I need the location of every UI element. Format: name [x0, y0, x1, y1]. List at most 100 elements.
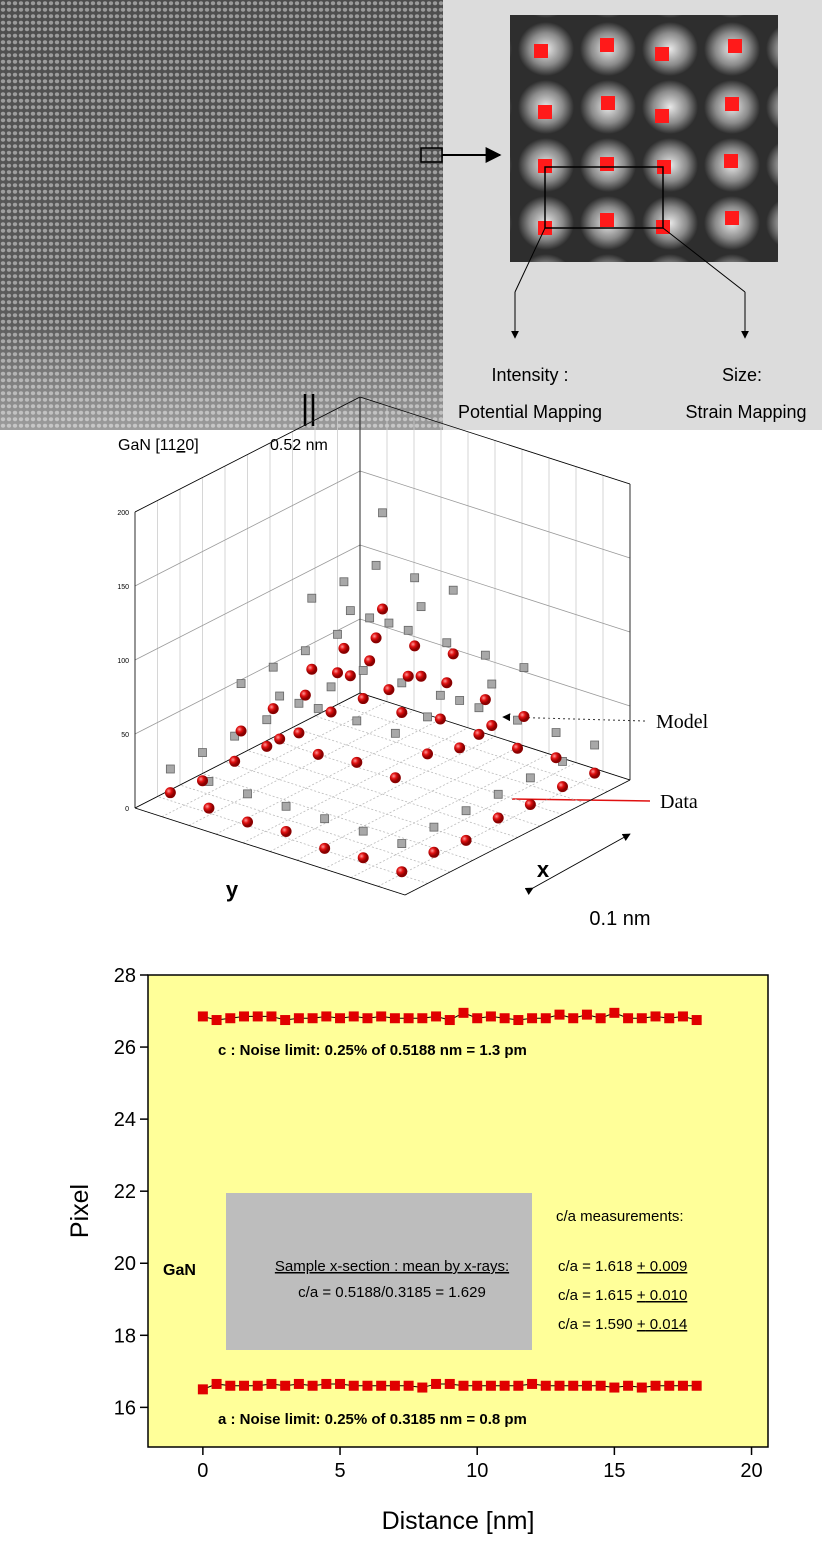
- data-point: [280, 825, 292, 837]
- data-point: [332, 667, 343, 679]
- model-point: [590, 740, 600, 750]
- z-grid-line: [134, 618, 361, 735]
- data-point: [444, 1378, 455, 1389]
- data-point: [527, 1378, 538, 1389]
- z-grid-line: [359, 470, 631, 559]
- data-point: [197, 1011, 208, 1022]
- x-tick-label: 20: [740, 1460, 762, 1482]
- lattice-shading: [0, 0, 443, 430]
- data-point: [479, 694, 491, 706]
- measurement-error: 0.010: [646, 1287, 688, 1304]
- data-point: [691, 1015, 702, 1026]
- data-point: [417, 1013, 428, 1024]
- measurement-sign: +: [637, 1287, 646, 1304]
- data-point: [299, 689, 311, 701]
- box-value: c/a = 0.5188/0.3185 = 1.629: [298, 1284, 486, 1301]
- data-point: [203, 802, 215, 814]
- data-point: [589, 767, 601, 779]
- data-point: [409, 640, 421, 652]
- data-point: [609, 1382, 620, 1393]
- x-tick-label: 5: [334, 1460, 345, 1482]
- data-point: [499, 1013, 510, 1024]
- data-point: [211, 1378, 222, 1389]
- model-label: Model: [656, 711, 709, 733]
- data-point: [239, 1380, 250, 1391]
- data-point: [485, 1011, 496, 1022]
- measurement: c/a = 1.615 + 0.010: [558, 1287, 687, 1304]
- z-grid-line: [134, 470, 361, 587]
- caption: GaN [1120]: [118, 437, 199, 454]
- data-point: [609, 1007, 620, 1018]
- data-point: [389, 1013, 400, 1024]
- connector: [514, 227, 546, 293]
- caption-suffix: 0]: [185, 437, 198, 454]
- model-point: [300, 646, 310, 656]
- data-point: [211, 1015, 222, 1026]
- data-point: [293, 727, 305, 739]
- connector: [662, 227, 746, 293]
- data-point: [595, 1380, 606, 1391]
- data-point: [540, 1013, 551, 1024]
- y-tick-label: 24: [114, 1109, 136, 1131]
- data-point: [357, 852, 369, 864]
- model-point: [455, 696, 465, 705]
- model-point: [333, 629, 342, 639]
- data-point: [499, 1380, 510, 1391]
- frame: [134, 807, 406, 896]
- data-point: [164, 787, 176, 799]
- x-tick-label: 15: [603, 1460, 625, 1482]
- data-point: [344, 670, 356, 682]
- data-point: [472, 1380, 483, 1391]
- data-point: [293, 1378, 304, 1389]
- data-point: [376, 1011, 387, 1022]
- data-point: [229, 755, 241, 767]
- model-point: [281, 801, 291, 811]
- data-point: [691, 1380, 702, 1391]
- model-point: [403, 625, 413, 635]
- data-point: [383, 684, 395, 696]
- data-point: [274, 733, 286, 745]
- data-point: [428, 846, 440, 858]
- data-point: [581, 1009, 592, 1020]
- model-pointer: [502, 713, 646, 722]
- model-point: [371, 560, 381, 570]
- data-point: [351, 756, 363, 768]
- plot-3d: 0 50 100 150 200: [117, 396, 631, 896]
- model-point: [525, 773, 535, 783]
- data-point: [540, 1380, 551, 1391]
- floor-grid: [247, 750, 518, 838]
- data-point: [307, 1013, 318, 1024]
- measurement-error: 0.009: [646, 1258, 688, 1275]
- model-point: [474, 703, 484, 713]
- model-point: [397, 839, 407, 848]
- data-point: [623, 1380, 634, 1391]
- measurements-title: c/a measurements:: [556, 1208, 684, 1225]
- a-noise-note: a : Noise limit: 0.25% of 0.3185 nm = 0.…: [218, 1411, 527, 1428]
- data-point: [486, 719, 498, 731]
- z-grid-line: [134, 544, 361, 661]
- model-point: [429, 822, 439, 832]
- scale-label: 0.52 nm: [270, 437, 328, 454]
- data-point: [581, 1380, 592, 1391]
- data-point: [568, 1013, 579, 1024]
- frame: [359, 396, 631, 485]
- data-point: [235, 725, 247, 737]
- size-label: Size:: [722, 365, 762, 385]
- floor-grid: [202, 773, 473, 861]
- data-point: [261, 740, 273, 752]
- data-point: [441, 677, 453, 689]
- model-point: [262, 715, 272, 725]
- data-point: [362, 1013, 373, 1024]
- data-point: [252, 1011, 263, 1022]
- data-point: [266, 1378, 277, 1389]
- data-point: [335, 1378, 346, 1389]
- data-point: [512, 742, 523, 754]
- data-point: [338, 642, 350, 654]
- z-grid-line: [359, 544, 631, 633]
- data-point: [280, 1015, 291, 1026]
- y-tick-label: 26: [114, 1037, 136, 1059]
- x-tick-label: 10: [466, 1460, 488, 1482]
- data-point: [335, 1013, 346, 1024]
- data-point: [513, 1380, 524, 1391]
